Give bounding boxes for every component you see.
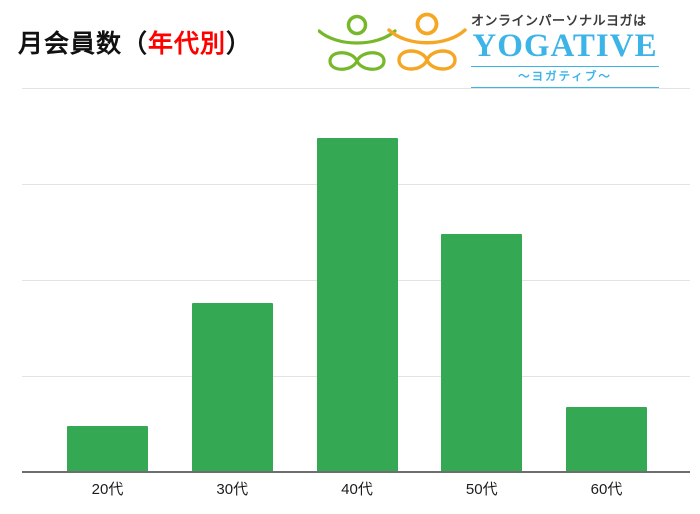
logo-subtitle: ～ヨガティブ～ (471, 67, 659, 88)
yoga-figure-orange (387, 12, 467, 71)
bar-50代 (441, 233, 523, 472)
page-title-paren-close: ） (226, 30, 253, 58)
x-axis-line (22, 471, 690, 473)
x-tick-label: 60代 (590, 481, 623, 498)
bar-20代 (67, 425, 148, 472)
page-title-text: 月会員数 (18, 30, 123, 58)
yoga-figures-icon (318, 12, 467, 71)
bar-40代 (316, 137, 398, 472)
page-title-highlight: 年代別 (148, 30, 227, 58)
x-tick-label: 30代 (216, 481, 249, 498)
x-tick-label: 20代 (91, 481, 124, 498)
bar-60代 (566, 406, 647, 472)
logo-brand-name: YOGATIVE (471, 28, 659, 67)
bar-30代 (191, 303, 273, 472)
page-title: 月会員数（年代別） (18, 24, 252, 60)
yogative-logo: オンラインパーソナルヨガは YOGATIVE ～ヨガティブ～ (471, 10, 659, 88)
x-tick-label: 40代 (341, 481, 373, 498)
page-title-paren-open: （ (122, 30, 149, 58)
yoga-figure-green (318, 14, 397, 71)
gridline (22, 88, 690, 89)
logo-tagline: オンラインパーソナルヨガは (471, 13, 647, 28)
x-tick-label: 50代 (465, 481, 498, 498)
